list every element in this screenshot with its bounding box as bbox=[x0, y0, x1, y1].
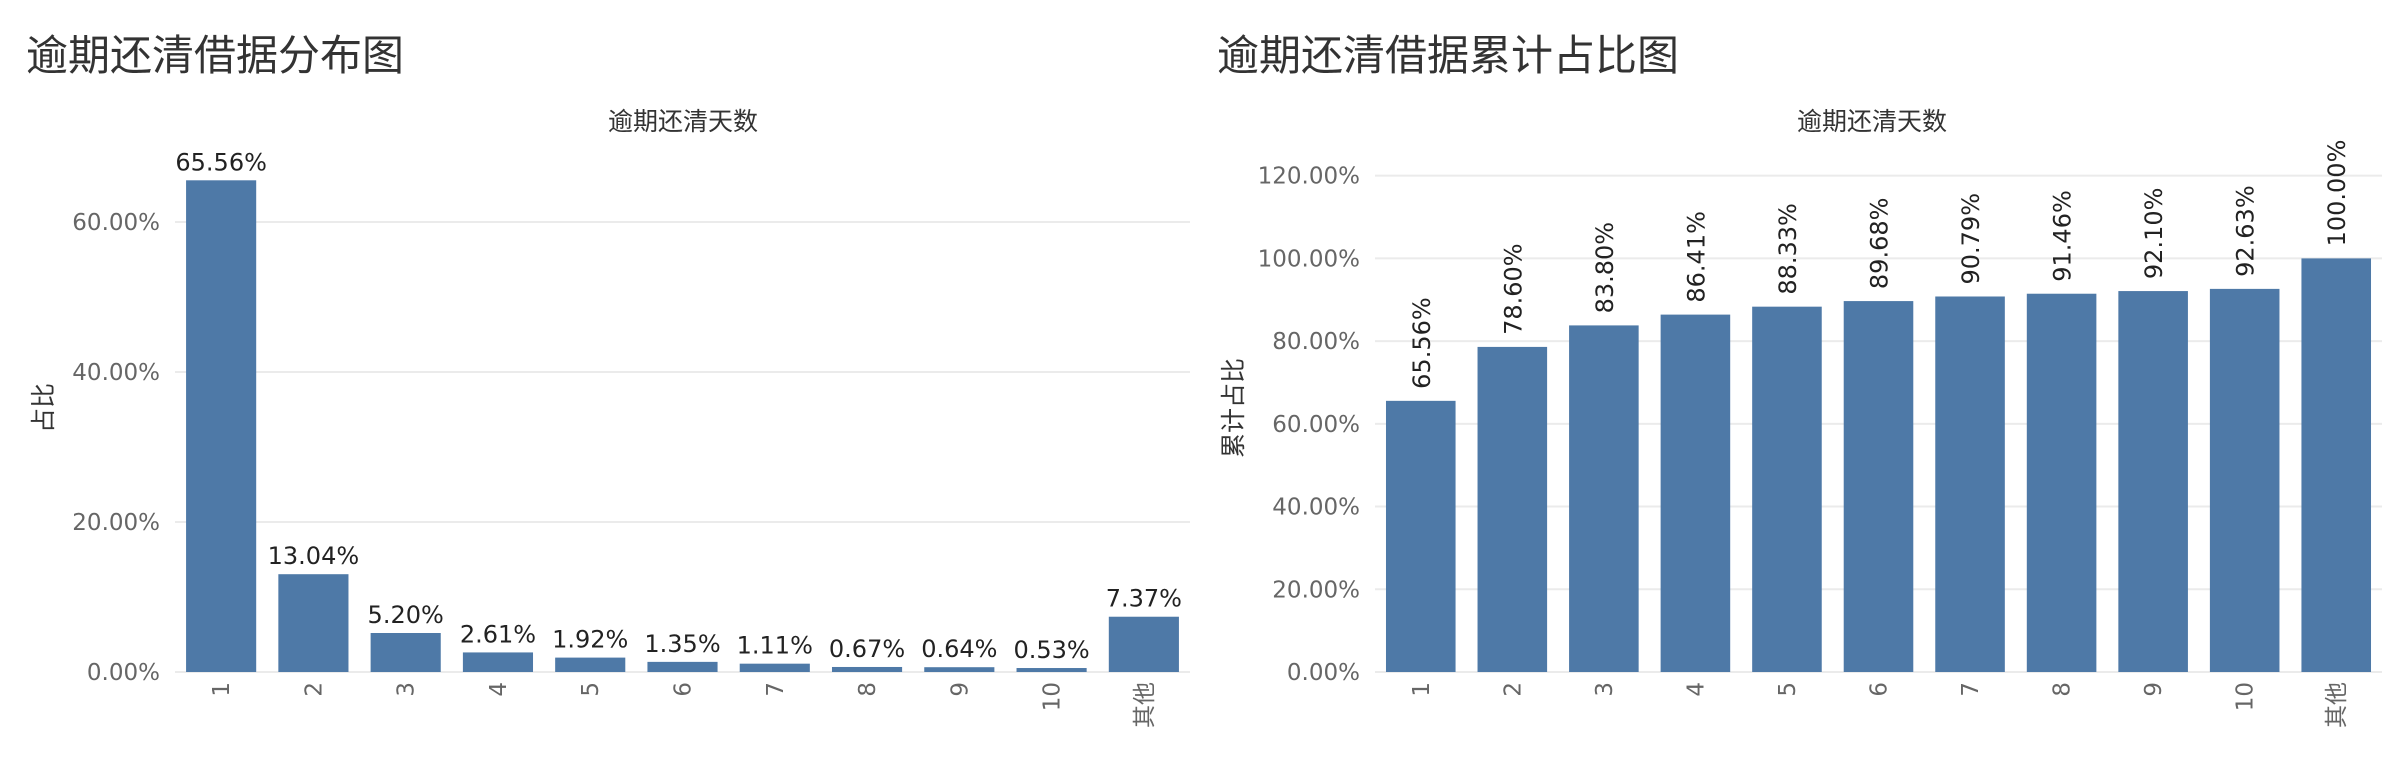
data-label: 1.11% bbox=[737, 632, 813, 660]
x-tick-label: 3 bbox=[394, 682, 420, 697]
y-axis-title: 累计占比 bbox=[1219, 358, 1248, 458]
data-label: 2.61% bbox=[460, 620, 536, 648]
bar bbox=[2026, 293, 2097, 672]
bar bbox=[739, 663, 810, 672]
x-tick-label: 2 bbox=[301, 682, 327, 697]
data-label: 86.41% bbox=[1682, 211, 1710, 303]
bar bbox=[2118, 291, 2188, 672]
x-tick-label: 1 bbox=[1409, 682, 1435, 697]
x-tick-label: 6 bbox=[1867, 682, 1893, 697]
x-tick-label: 10 bbox=[1040, 682, 1066, 711]
cumulative-chart: 0.00% 20.00% 40.00% 60.00% 80.00% 100.00% 120.… bbox=[1219, 107, 2382, 728]
bar bbox=[1660, 314, 1731, 672]
chart-title: 逾期还清借据分布图 bbox=[26, 31, 405, 80]
y-tick-label: 0.00% bbox=[87, 660, 160, 686]
x-tick-label: 4 bbox=[486, 682, 512, 697]
bar bbox=[278, 574, 349, 672]
data-label: 1.92% bbox=[552, 626, 628, 654]
x-tick-label: 8 bbox=[855, 682, 881, 697]
bar bbox=[186, 180, 257, 673]
data-label: 13.04% bbox=[268, 542, 360, 570]
data-label: 5.20% bbox=[368, 601, 444, 629]
bar bbox=[2209, 288, 2280, 672]
data-label: 100.00% bbox=[2323, 140, 2351, 247]
x-tick-label: 5 bbox=[1775, 682, 1801, 697]
data-label: 88.33% bbox=[1774, 203, 1802, 295]
x-tick-label: 8 bbox=[2050, 682, 2076, 697]
chart-title: 逾期还清借据累计占比图 bbox=[1217, 31, 1680, 80]
x-tick-label: 9 bbox=[2141, 682, 2167, 697]
y-tick-label: 100.00% bbox=[1258, 246, 1360, 272]
bar bbox=[831, 666, 903, 672]
y-tick-label: 40.00% bbox=[72, 360, 160, 386]
bar bbox=[1935, 296, 2005, 672]
x-tick-label: 2 bbox=[1500, 682, 1526, 697]
data-label: 91.46% bbox=[2049, 190, 2077, 282]
x-tick-label: 其他 bbox=[1132, 682, 1158, 728]
x-tick-label: 其他 bbox=[2324, 682, 2350, 728]
data-label: 0.64% bbox=[921, 635, 997, 663]
bar bbox=[1569, 325, 1639, 672]
x-tick-label: 1 bbox=[209, 682, 235, 697]
y-tick-label: 60.00% bbox=[72, 210, 160, 236]
y-tick-label: 0.00% bbox=[1287, 660, 1360, 686]
x-tick-label: 7 bbox=[763, 682, 789, 697]
data-label: 7.37% bbox=[1106, 585, 1182, 613]
bar bbox=[1752, 306, 1822, 672]
data-label: 1.35% bbox=[644, 630, 720, 658]
data-label: 0.67% bbox=[829, 635, 905, 663]
data-label: 78.60% bbox=[1499, 243, 1527, 335]
bar bbox=[462, 652, 534, 672]
bar bbox=[555, 657, 626, 672]
y-tick-label: 60.00% bbox=[1272, 412, 1360, 438]
x-tick-label: 9 bbox=[947, 682, 973, 697]
data-label: 92.10% bbox=[2140, 188, 2168, 280]
data-label: 65.56% bbox=[175, 148, 267, 176]
y-tick-label: 20.00% bbox=[1272, 577, 1360, 603]
y-axis-title: 占比 bbox=[29, 383, 58, 433]
chart-subtitle: 逾期还清天数 bbox=[1797, 107, 1947, 136]
data-label: 89.68% bbox=[1866, 198, 1894, 290]
chart-subtitle: 逾期还清天数 bbox=[608, 107, 758, 136]
bar bbox=[370, 633, 441, 672]
x-tick-label: 7 bbox=[1958, 682, 1984, 697]
y-tick-label: 120.00% bbox=[1258, 164, 1360, 190]
bar bbox=[1385, 400, 1456, 672]
data-label: 0.53% bbox=[1013, 636, 1089, 664]
bar bbox=[1477, 346, 1548, 672]
y-tick-label: 20.00% bbox=[72, 510, 160, 536]
y-tick-label: 40.00% bbox=[1272, 495, 1360, 521]
x-tick-label: 4 bbox=[1683, 682, 1709, 697]
bar bbox=[1108, 616, 1179, 672]
data-label: 92.63% bbox=[2232, 185, 2260, 277]
data-label: 83.80% bbox=[1591, 222, 1619, 314]
data-label: 90.79% bbox=[1957, 193, 1985, 285]
x-tick-label: 10 bbox=[2233, 682, 2259, 711]
x-tick-label: 3 bbox=[1592, 682, 1618, 697]
bar bbox=[2301, 258, 2372, 672]
bar bbox=[1016, 668, 1087, 672]
distribution-chart-panel: 0.00% 20.00% 40.00% 60.00% 逾期还清天数占比 65.56% 1 13… bbox=[26, 31, 1190, 728]
bar bbox=[647, 661, 718, 672]
data-label: 65.56% bbox=[1408, 297, 1436, 389]
cumulative-chart-panel: 0.00% 20.00% 40.00% 60.00% 80.00% 100.00% 120.… bbox=[1191, 0, 2382, 763]
bar bbox=[924, 667, 995, 672]
bar bbox=[1843, 301, 1914, 672]
x-tick-label: 5 bbox=[578, 682, 604, 697]
x-tick-label: 6 bbox=[671, 682, 697, 697]
y-tick-label: 80.00% bbox=[1272, 329, 1360, 355]
